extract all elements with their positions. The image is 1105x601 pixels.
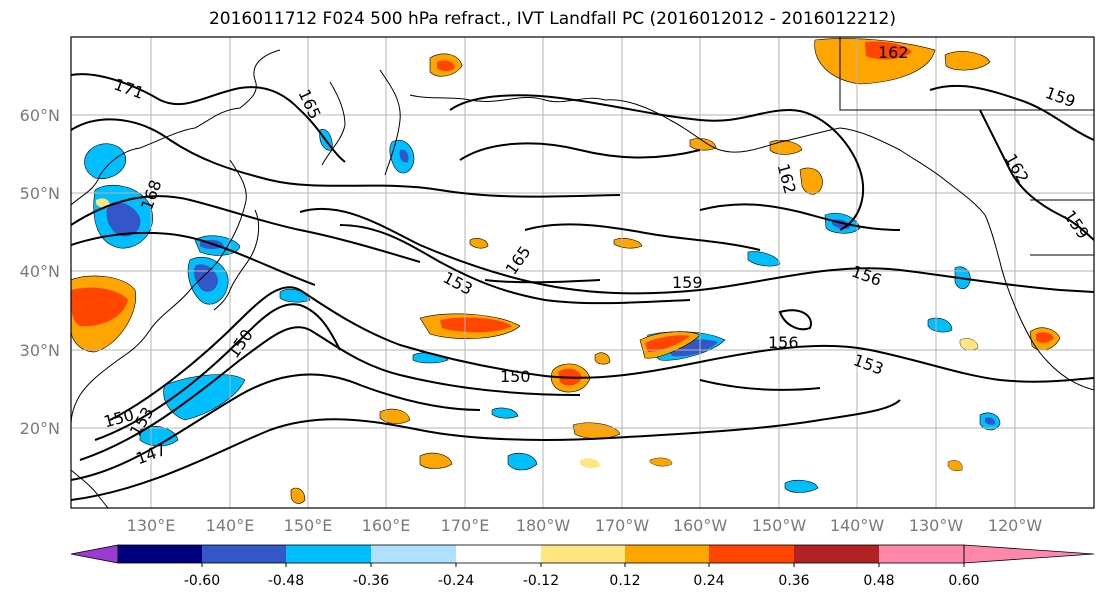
colorbar-segment — [118, 545, 202, 563]
lon-label: 150°W — [752, 516, 807, 535]
lon-label: 170°W — [595, 516, 650, 535]
colorbar-tick-label: 0.60 — [948, 573, 979, 589]
colorbar-tick-label: -0.36 — [353, 573, 389, 589]
graticule — [71, 37, 1094, 508]
colorbar-tick-label: 0.36 — [778, 573, 809, 589]
colorbar-tick-label: 0.12 — [609, 573, 640, 589]
longitude-labels: 130°E 140°E 150°E 160°E 170°E 180°W 170°… — [127, 516, 1043, 535]
colorbar-tick-label: -0.48 — [268, 573, 304, 589]
colorbar-segment — [456, 545, 541, 563]
lon-label: 140°E — [206, 516, 255, 535]
colorbar-tick-labels: -0.60 -0.48 -0.36 -0.24 -0.12 0.12 0.24 … — [184, 573, 980, 589]
lon-label: 130°W — [909, 516, 964, 535]
colorbar-tick-label: 0.24 — [693, 573, 724, 589]
lon-label: 150°E — [284, 516, 333, 535]
colorbar-ticks — [201, 563, 965, 567]
lon-label: 120°W — [988, 516, 1043, 535]
colorbar-tick-label: 0.48 — [863, 573, 894, 589]
map-content — [71, 37, 1094, 508]
colorbar-segment — [202, 545, 286, 563]
colorbar-tick-label: -0.24 — [438, 573, 474, 589]
contour-label: 162 — [878, 43, 909, 62]
colorbar-extend-left — [70, 544, 119, 564]
colorbar-segment — [879, 545, 964, 563]
latitude-labels: 60°N 50°N 40°N 30°N 20°N — [20, 106, 60, 438]
colorbar-segment — [286, 545, 371, 563]
lon-label: 140°W — [830, 516, 885, 535]
contour-label: 150 — [500, 367, 531, 386]
colorbar-tick-label: -0.12 — [523, 573, 559, 589]
colorbar-segment — [541, 545, 625, 563]
colorbar-segment — [625, 545, 709, 563]
colorbar-extend-right — [963, 544, 1095, 564]
lon-label: 180°W — [516, 516, 571, 535]
lat-label: 20°N — [20, 419, 60, 438]
colorbar: -0.60 -0.48 -0.36 -0.24 -0.12 0.12 0.24 … — [70, 544, 1095, 589]
height-contours — [71, 73, 1094, 501]
map-title: 2016011712 F024 500 hPa refract., IVT La… — [208, 9, 896, 29]
colorbar-segment — [709, 545, 794, 563]
colorbar-segment — [794, 545, 879, 563]
lat-label: 30°N — [20, 341, 60, 360]
contour-label: 159 — [672, 273, 703, 292]
contour-label: 156 — [768, 333, 799, 352]
lon-label: 170°E — [441, 516, 490, 535]
map-border — [70, 36, 1095, 509]
colorbar-tick-label: -0.60 — [184, 573, 220, 589]
shaded-anomaly-patches — [71, 38, 1061, 504]
lon-label: 160°W — [673, 516, 728, 535]
lat-label: 40°N — [20, 262, 60, 281]
colorbar-segment — [371, 545, 456, 563]
lat-label: 50°N — [20, 184, 60, 203]
lon-label: 160°E — [362, 516, 411, 535]
lat-label: 60°N — [20, 106, 60, 125]
lon-label: 130°E — [127, 516, 176, 535]
